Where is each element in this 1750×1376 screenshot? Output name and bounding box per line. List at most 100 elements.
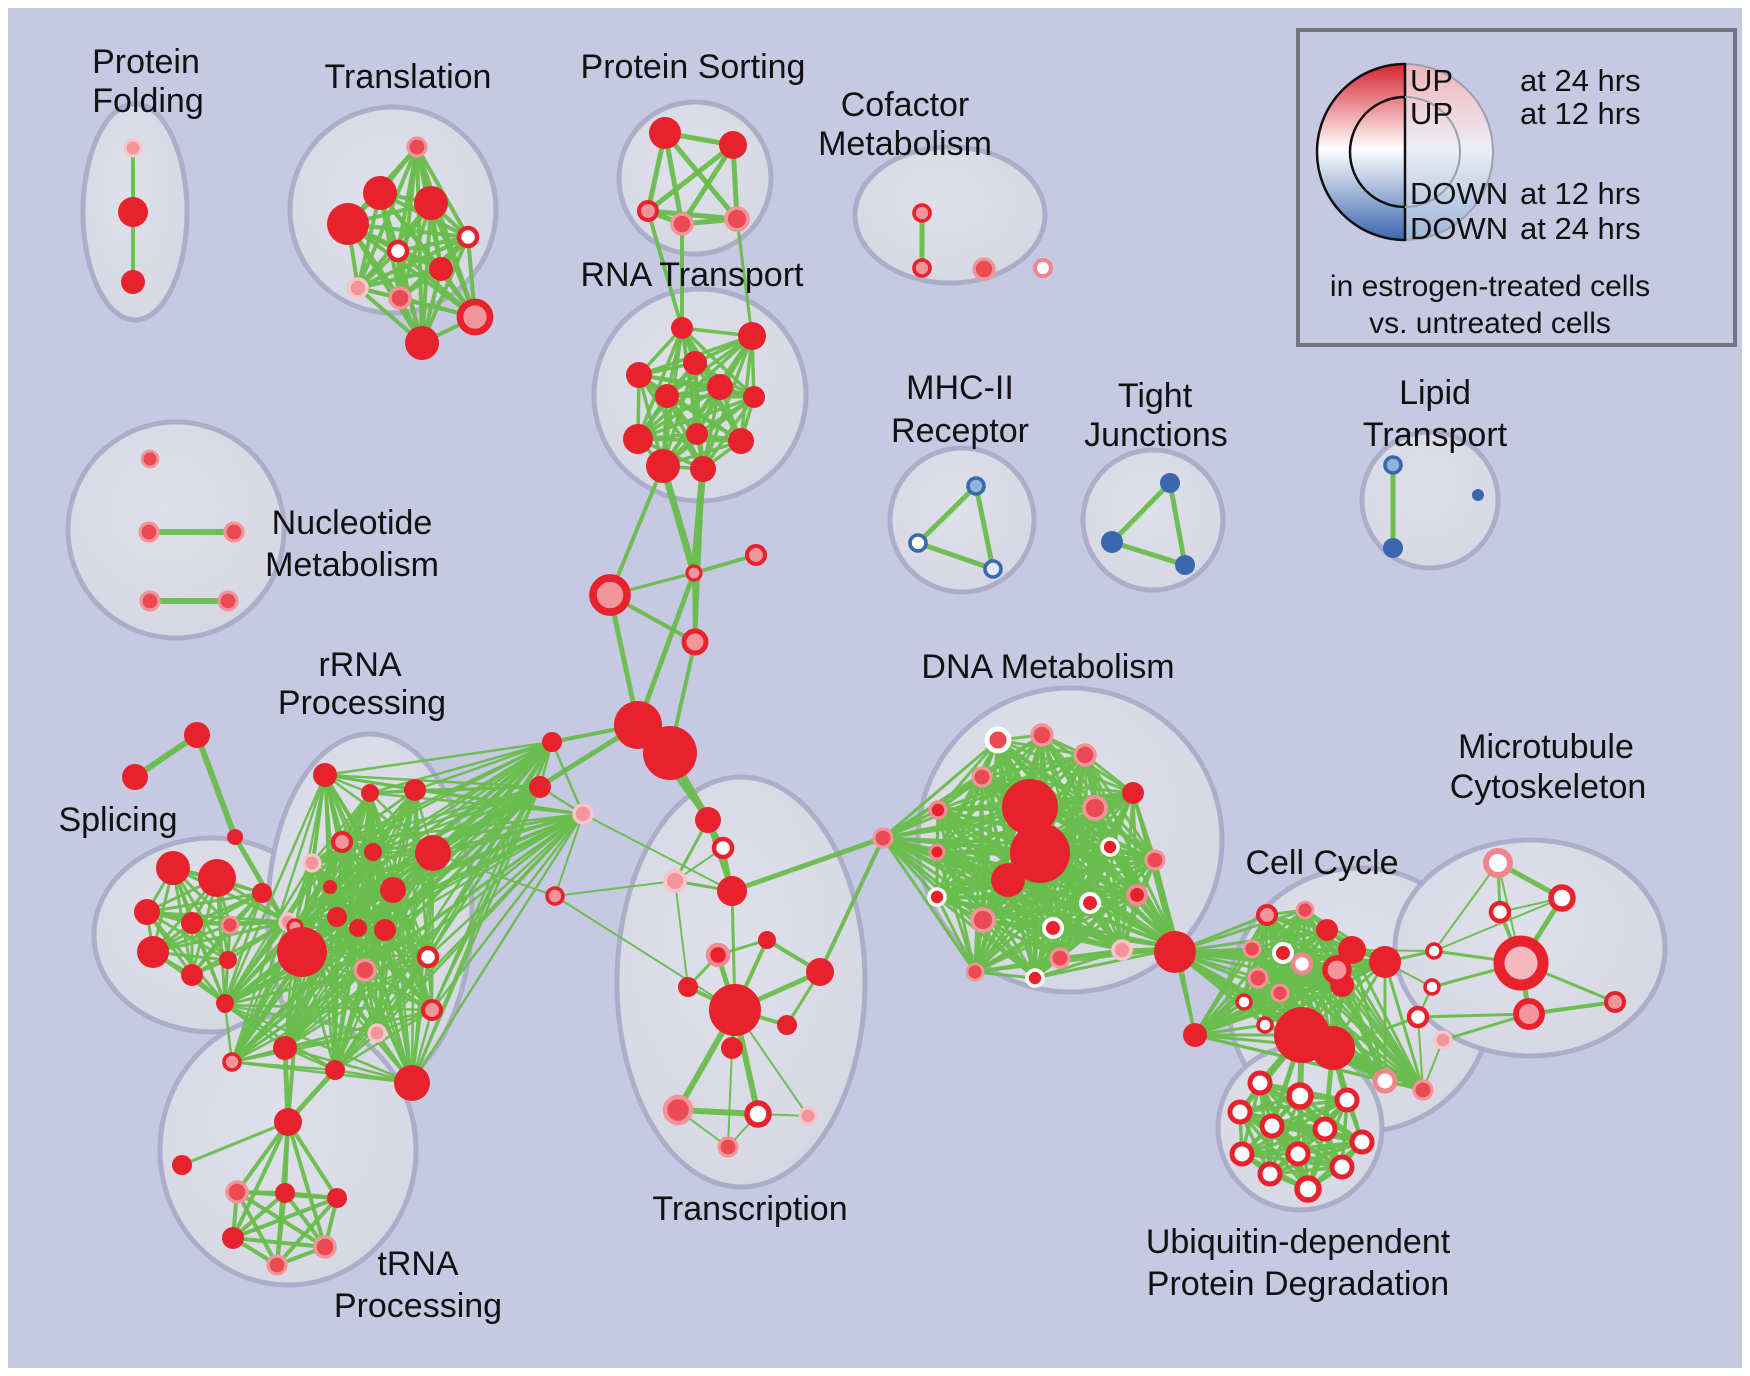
edge: [231, 1120, 290, 1240]
cluster-transcription-label: Transcription: [652, 1190, 847, 1228]
gene-node: [686, 423, 708, 445]
gene-node: [220, 915, 240, 935]
gene-node: [678, 977, 698, 997]
edge: [363, 740, 554, 972]
edge: [356, 267, 443, 290]
gene-node: [273, 1036, 297, 1060]
edge: [230, 1008, 434, 1064]
edge: [333, 740, 554, 1072]
edge: [635, 570, 697, 728]
gene-node: [724, 206, 750, 232]
gene-node: [970, 907, 996, 933]
edge: [637, 373, 756, 399]
legend-caption-line-0: in estrogen-treated cells: [1330, 270, 1650, 303]
edge: [881, 738, 1000, 840]
cluster-trna-label: tRNA: [377, 1245, 459, 1283]
edge: [231, 1191, 287, 1240]
gene-node: [225, 1180, 249, 1204]
gene-node: [744, 543, 768, 567]
edge: [981, 918, 1062, 960]
edge: [151, 920, 290, 954]
gene-node: [367, 1023, 387, 1043]
cluster-protein_folding-label: Folding: [92, 82, 204, 120]
edge: [223, 1003, 434, 1012]
gene-node: [984, 726, 1012, 754]
gene-node: [420, 998, 444, 1022]
gene-node: [429, 257, 453, 281]
gene-node: [222, 1227, 244, 1249]
gene-node: [1329, 1154, 1355, 1180]
gene-node: [908, 533, 928, 553]
legend-caption-line-1: vs. untreated cells: [1369, 307, 1611, 340]
nodes: [118, 117, 1627, 1276]
edge: [323, 740, 554, 777]
edge: [980, 753, 1087, 779]
edge: [333, 785, 542, 1072]
edge: [413, 740, 554, 792]
gene-node: [219, 951, 237, 969]
gene-node: [456, 225, 480, 249]
cluster-mhc-shape: [887, 445, 1037, 595]
edge: [701, 395, 756, 471]
edge: [275, 1196, 339, 1267]
edge: [739, 334, 754, 443]
gene-node: [1290, 952, 1314, 976]
gene-node: [252, 883, 272, 903]
legend-inner-ring-left: [1348, 95, 1406, 209]
gene-node: [572, 803, 594, 825]
gene-node: [1603, 990, 1627, 1014]
gene-node: [683, 351, 707, 375]
gene-node: [327, 1188, 347, 1208]
gene-node: [394, 1065, 430, 1101]
gene-node: [1256, 1016, 1274, 1034]
gene-node: [1472, 489, 1484, 501]
cluster-dna-label: DNA Metabolism: [921, 648, 1174, 686]
gene-node: [1160, 473, 1180, 493]
gene-node: [728, 428, 754, 454]
edge: [231, 1196, 339, 1240]
cluster-protein_sorting-label: Protein Sorting: [581, 48, 806, 86]
edge: [396, 235, 470, 253]
edge: [151, 891, 264, 954]
gene-node: [184, 722, 210, 748]
gene-node: [347, 277, 369, 299]
gene-node: [198, 859, 236, 897]
edge: [608, 464, 665, 597]
gene-node: [1383, 455, 1403, 475]
cluster-rrna-label: rRNA: [318, 646, 401, 684]
gene-node: [386, 239, 410, 263]
cluster-tight-label: Tight: [1118, 377, 1193, 415]
gene-node: [928, 843, 946, 861]
gene-node: [655, 384, 679, 408]
cluster-ubq-label: Protein Degradation: [1147, 1265, 1449, 1303]
gene-node: [266, 1254, 288, 1276]
gene-node: [717, 876, 747, 906]
cluster-mhc-label: MHC-II: [906, 369, 1014, 407]
gene-node: [983, 559, 1003, 579]
gene-node: [1154, 931, 1196, 973]
gene-node: [353, 958, 377, 982]
edge: [230, 861, 314, 1064]
gene-node: [1548, 884, 1576, 912]
gene-node: [927, 887, 947, 907]
edge: [145, 910, 230, 962]
edge: [171, 866, 290, 924]
gene-node: [1338, 936, 1366, 964]
gene-node: [415, 835, 451, 871]
gene-node: [662, 1094, 694, 1126]
edge: [180, 1120, 290, 1167]
edge: [935, 895, 1092, 905]
gene-node: [405, 326, 439, 360]
legend-row-1-direction: UP: [1410, 96, 1453, 131]
edge: [636, 385, 722, 441]
edge: [286, 950, 304, 1124]
gene-node: [227, 829, 243, 845]
edge: [226, 891, 264, 962]
gene-node: [1412, 1079, 1434, 1101]
edge: [1006, 878, 1180, 950]
gene-node: [685, 564, 703, 582]
gene-node: [1025, 968, 1045, 988]
edge: [550, 740, 585, 816]
gene-node: [709, 984, 761, 1036]
